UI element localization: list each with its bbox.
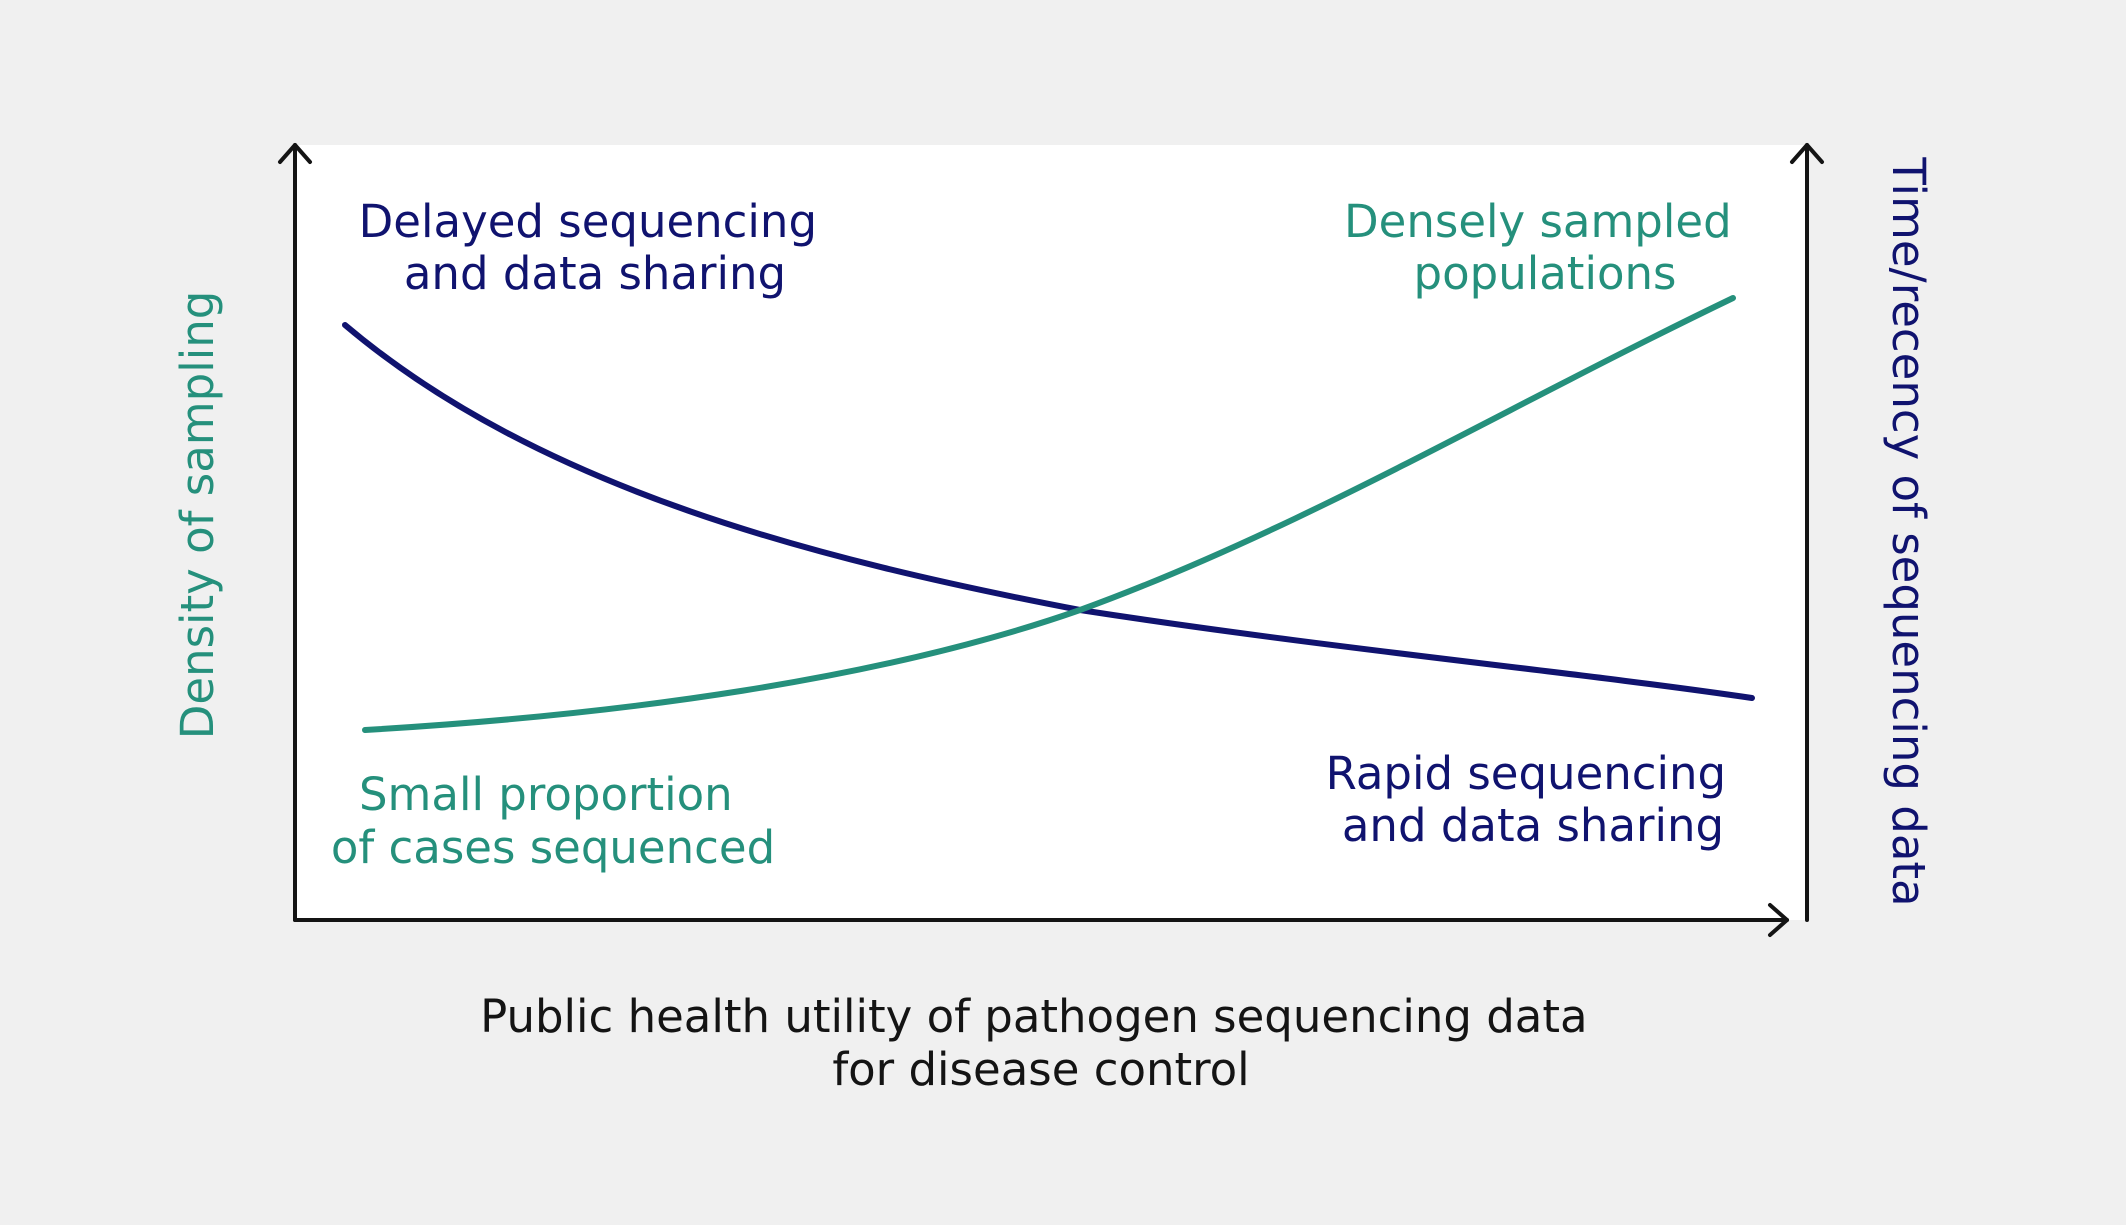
right-y-axis (1790, 143, 1824, 922)
small-proportion-label: Small proportion of cases sequenced (331, 768, 775, 874)
left-y-axis-label: Density of sampling (171, 291, 224, 740)
right-y-axis-label: Time/recency of sequencing data (1882, 156, 1935, 906)
left-y-axis (278, 143, 312, 922)
x-axis (293, 903, 1789, 937)
plot-area (295, 145, 1807, 920)
x-axis-label: Public health utility of pathogen sequen… (480, 990, 1602, 1096)
densely-sampled-label: Densely sampled populations (1344, 195, 1746, 300)
density-curve (362, 295, 1736, 733)
rapid-sequencing-label: Rapid sequencing and data sharing (1326, 747, 1741, 852)
delayed-sequencing-label: Delayed sequencing and data sharing (359, 195, 832, 300)
